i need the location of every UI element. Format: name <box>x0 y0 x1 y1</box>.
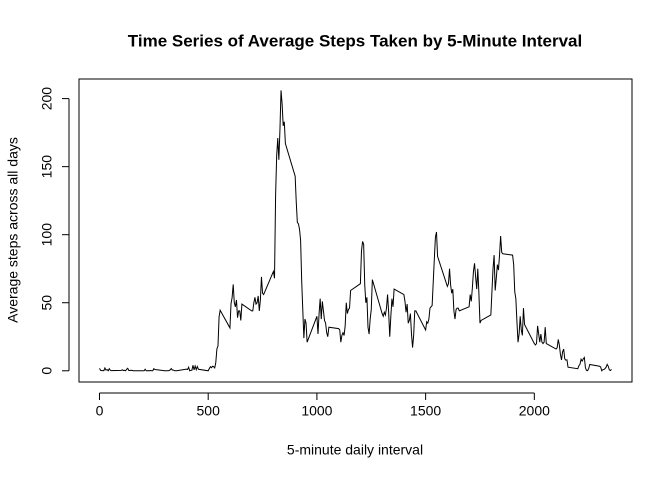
chart-title: Time Series of Average Steps Taken by 5-… <box>128 31 582 50</box>
x-tick-label: 1000 <box>301 403 332 419</box>
data-line <box>99 90 612 372</box>
y-tick-label: 100 <box>39 223 55 247</box>
x-tick-label: 500 <box>197 403 221 419</box>
x-tick-label: 0 <box>96 403 104 419</box>
y-tick-label: 50 <box>39 295 55 311</box>
y-tick-label: 150 <box>39 155 55 179</box>
y-tick-label: 0 <box>39 367 55 375</box>
x-tick-label: 2000 <box>519 403 550 419</box>
x-axis-label: 5-minute daily interval <box>287 442 423 458</box>
plot-frame <box>78 78 633 383</box>
y-axis-label: Average steps across all days <box>5 137 21 323</box>
y-tick-label: 200 <box>39 87 55 111</box>
x-tick-label: 1500 <box>410 403 441 419</box>
